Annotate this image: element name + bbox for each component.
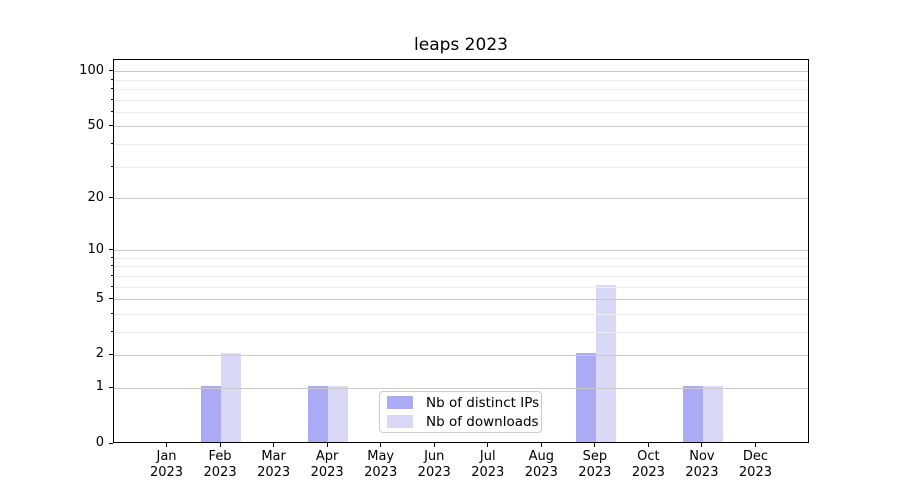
minor-gridline [114,266,808,268]
x-tick-mark [219,443,221,447]
x-tick-label: Dec 2023 [738,449,772,480]
minor-gridline [114,275,808,277]
y-minor-tick-mark [111,285,113,287]
major-gridline [114,299,808,301]
y-tick-mark [109,386,113,388]
minor-gridline [114,112,808,114]
y-tick-mark [109,442,113,444]
chart-title: leaps 2023 [414,35,508,55]
y-minor-tick-mark [111,143,113,145]
legend-entry: Nb of distinct IPs [387,395,539,411]
x-tick-mark [540,443,542,447]
y-tick-mark [109,249,113,251]
minor-gridline [114,313,808,315]
major-gridline [114,250,808,252]
y-tick-mark [109,298,113,300]
bar-downloads [595,285,616,442]
bar-distinct-ips [682,386,703,442]
y-tick-mark [109,125,113,127]
major-gridline [114,354,808,356]
x-tick-mark [701,443,703,447]
legend-label: Nb of downloads [426,413,539,430]
minor-gridline [114,79,808,81]
x-tick-label: Sep 2023 [578,449,612,480]
bar-distinct-ips [201,386,222,442]
x-tick-mark [166,443,168,447]
major-gridline [114,387,808,389]
legend: Nb of distinct IPs Nb of downloads [379,391,542,433]
bar-downloads [221,353,242,442]
y-tick-label: 2 [95,346,104,362]
y-minor-tick-mark [111,165,113,167]
y-tick-label: 100 [79,62,104,78]
minor-gridline [114,331,808,333]
y-minor-tick-mark [111,78,113,80]
x-tick-mark [273,443,275,447]
x-tick-label: Nov 2023 [685,449,719,480]
legend-entry: Nb of downloads [387,414,539,430]
legend-swatch [387,396,413,409]
x-tick-label: Mar 2023 [257,449,291,480]
x-tick-label: May 2023 [364,449,398,480]
y-minor-tick-mark [111,88,113,90]
y-tick-label: 50 [87,117,104,133]
x-tick-label: Jun 2023 [417,449,451,480]
legend-swatch [387,415,413,428]
x-tick-label: Apr 2023 [310,449,344,480]
x-tick-label: Aug 2023 [524,449,558,480]
x-tick-mark [754,443,756,447]
minor-gridline [114,286,808,288]
x-tick-label: Oct 2023 [631,449,665,480]
minor-gridline [114,166,808,168]
major-gridline [114,198,808,199]
y-tick-label: 0 [95,435,104,450]
major-gridline [114,126,808,128]
minor-gridline [114,257,808,259]
x-tick-label: Jan 2023 [149,449,184,480]
bar-downloads [702,386,723,442]
y-tick-mark [109,197,113,198]
x-tick-mark [487,443,489,447]
bar-distinct-ips [308,386,329,442]
y-tick-mark [109,353,113,355]
x-tick-mark [433,443,435,447]
y-tick-label: 20 [87,189,104,205]
y-tick-mark [109,70,113,72]
legend-label: Nb of distinct IPs [426,394,540,411]
minor-gridline [114,99,808,101]
y-tick-label: 1 [95,379,104,395]
x-tick-label: Jul 2023 [471,449,505,480]
major-gridline [114,71,808,73]
minor-gridline [114,89,808,91]
y-minor-tick-mark [111,265,113,267]
x-tick-mark [380,443,382,447]
y-tick-label: 5 [95,290,104,306]
y-minor-tick-mark [111,256,113,258]
y-minor-tick-mark [111,274,113,276]
minor-gridline [114,144,808,146]
y-minor-tick-mark [111,111,113,113]
bar-downloads [328,386,349,442]
x-tick-mark [326,443,328,447]
x-tick-label: Feb 2023 [203,449,237,480]
y-minor-tick-mark [111,312,113,314]
plot-area [113,59,809,443]
y-tick-label: 10 [87,241,104,257]
bar-distinct-ips [575,353,596,442]
x-tick-mark [594,443,596,447]
x-tick-mark [647,443,649,447]
y-minor-tick-mark [111,330,113,332]
y-minor-tick-mark [111,98,113,100]
